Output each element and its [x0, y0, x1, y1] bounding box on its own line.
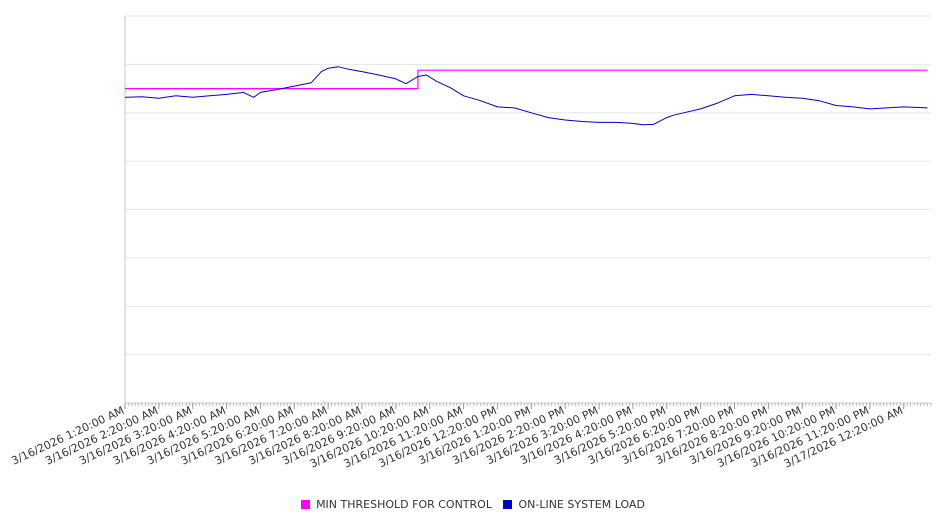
line-chart: 3/16/2026 1:20:00 AM3/16/2026 2:20:00 AM… [9, 15, 932, 471]
legend: MIN THRESHOLD FOR CONTROL ON-LINE SYSTEM… [0, 498, 946, 512]
grid [125, 15, 931, 356]
legend-label-threshold: MIN THRESHOLD FOR CONTROL [316, 498, 492, 511]
legend-swatch-threshold [301, 500, 311, 509]
legend-swatch-system-load [503, 500, 513, 509]
axes [124, 16, 932, 409]
legend-label-system-load: ON-LINE SYSTEM LOAD [518, 498, 645, 511]
series-line-system-load [124, 66, 928, 126]
legend-item-threshold[interactable]: MIN THRESHOLD FOR CONTROL [301, 498, 492, 511]
x-tick-labels: 3/16/2026 1:20:00 AM3/16/2026 2:20:00 AM… [9, 404, 905, 471]
legend-item-system-load[interactable]: ON-LINE SYSTEM LOAD [503, 498, 645, 511]
series-lines [124, 66, 928, 126]
series-line-threshold [125, 69, 928, 90]
